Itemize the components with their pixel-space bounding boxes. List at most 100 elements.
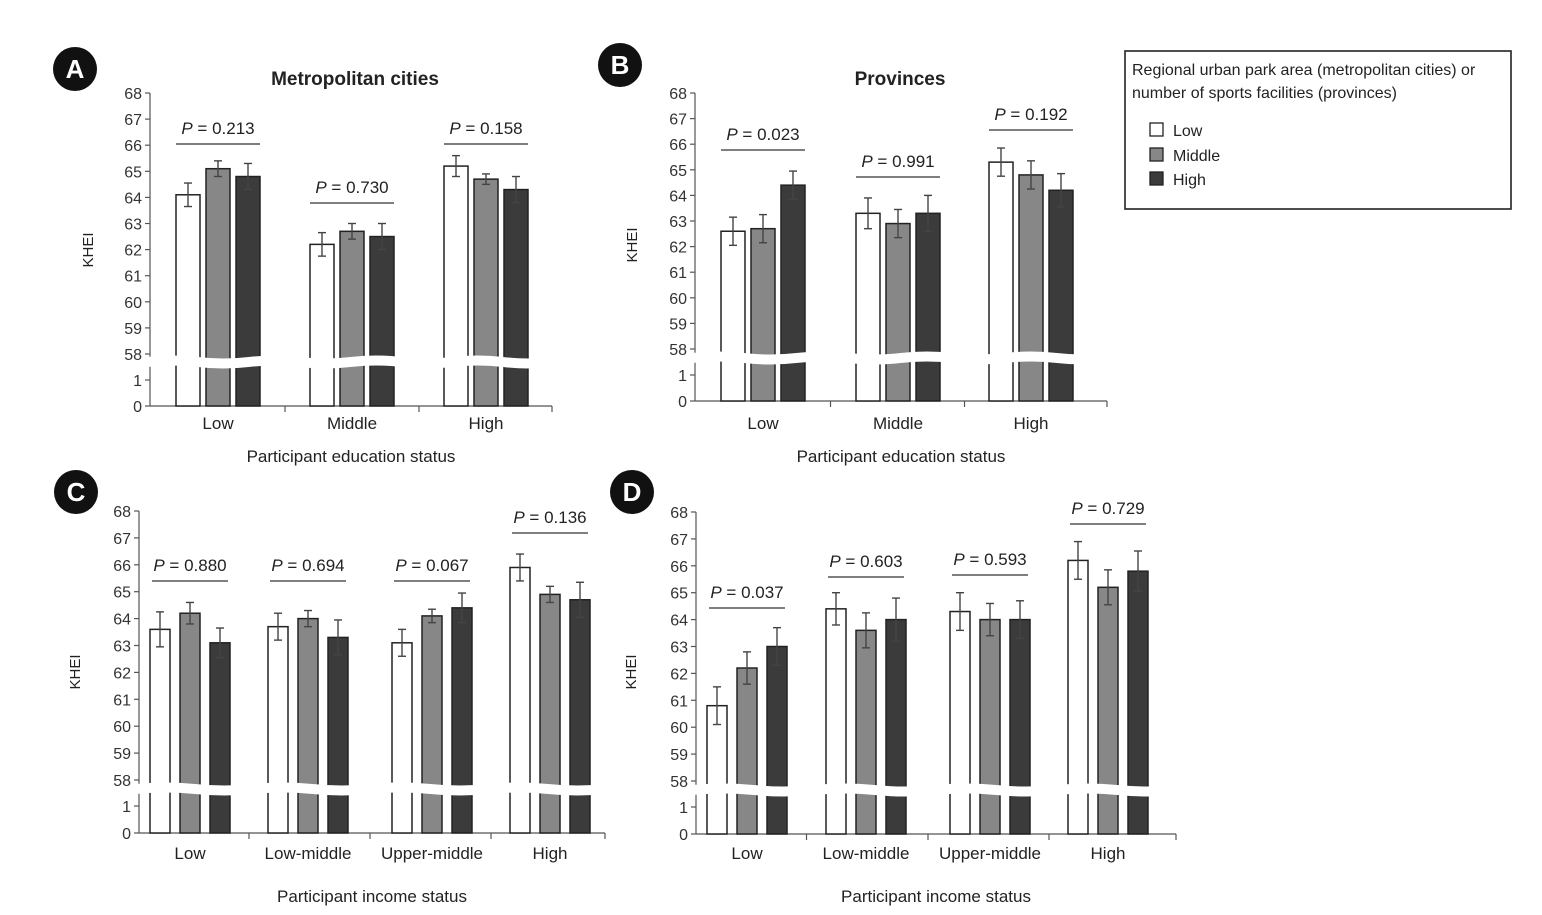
x-category-label: Low xyxy=(747,414,779,433)
bar-high xyxy=(569,599,591,834)
p-equals: = xyxy=(461,119,480,138)
x-category-label: Middle xyxy=(327,414,377,433)
p-value: 0.158 xyxy=(480,119,523,138)
x-category-label: Low xyxy=(731,844,763,863)
bar-low xyxy=(443,165,469,407)
bar-middle xyxy=(750,227,776,402)
y-tick-label: 58 xyxy=(113,773,131,790)
y-tick-label: 61 xyxy=(670,693,688,710)
bar-middle xyxy=(179,612,201,834)
p-symbol: P xyxy=(153,556,165,575)
p-value-label: P = 0.037 xyxy=(710,583,783,602)
legend-swatch-high xyxy=(1149,171,1164,186)
p-value: 0.694 xyxy=(302,556,345,575)
p-symbol: P xyxy=(271,556,283,575)
y-tick-label: 64 xyxy=(113,612,131,629)
p-equals: = xyxy=(165,556,184,575)
bar-low xyxy=(988,161,1014,402)
bar-middle xyxy=(473,178,499,407)
y-tick-label: 66 xyxy=(113,558,131,575)
bar-high xyxy=(780,184,806,402)
bar-high xyxy=(915,212,941,402)
y-tick-label: 63 xyxy=(670,640,688,657)
bar-middle xyxy=(1018,174,1044,402)
bar-high xyxy=(369,235,395,407)
p-equals: = xyxy=(738,125,757,144)
y-tick-label: 60 xyxy=(113,719,131,736)
y-tick-label: 64 xyxy=(124,190,142,207)
y-tick-label: 1 xyxy=(678,368,687,385)
y-tick-label: 58 xyxy=(669,342,687,359)
legend: Regional urban park area (metropolitan c… xyxy=(1124,50,1512,210)
y-tick-label: 60 xyxy=(670,720,688,737)
y-tick-label: 66 xyxy=(124,138,142,155)
bar-high xyxy=(885,618,907,835)
y-tick-label: 66 xyxy=(669,137,687,154)
y-tick-label: 59 xyxy=(670,747,688,764)
legend-swatch-middle xyxy=(1149,147,1164,162)
p-symbol: P xyxy=(994,105,1006,124)
y-tick-label: 68 xyxy=(113,504,131,521)
y-tick-label: 68 xyxy=(670,505,688,522)
bar-high xyxy=(1048,189,1074,402)
bar-middle xyxy=(297,617,319,834)
y-tick-label: 65 xyxy=(113,585,131,602)
y-tick-label: 62 xyxy=(113,665,131,682)
p-equals: = xyxy=(193,119,212,138)
y-tick-label: 63 xyxy=(113,639,131,656)
y-tick-label: 59 xyxy=(124,321,142,338)
panel-c: C KHEI 58 59 60 61 62 63 64 65 66 67 68 1 0 Low P = 0.88… xyxy=(54,470,607,906)
y-tick-label: 66 xyxy=(670,559,688,576)
axis-break xyxy=(136,782,607,796)
x-category-label: Low xyxy=(202,414,234,433)
panel-letter-badge xyxy=(54,470,98,514)
p-value: 0.880 xyxy=(184,556,227,575)
p-value: 0.067 xyxy=(426,556,469,575)
y-tick-label: 67 xyxy=(670,532,688,549)
x-category-label: Upper-middle xyxy=(939,844,1041,863)
panel-b: B Provinces KHEI 58 59 60 61 62 63 64 65 66 67 68 1 0 Lo… xyxy=(598,43,1109,466)
legend-label-low: Low xyxy=(1173,123,1203,140)
y-tick-label: 1 xyxy=(133,373,142,390)
p-symbol: P xyxy=(953,550,965,569)
y-tick-label: 59 xyxy=(669,316,687,333)
legend-swatch-low xyxy=(1149,122,1164,137)
y-tick-label: 63 xyxy=(124,217,142,234)
y-tick-label: 62 xyxy=(669,240,687,257)
y-tick-label: 1 xyxy=(122,799,131,816)
p-value: 0.023 xyxy=(757,125,800,144)
y-tick-label: 59 xyxy=(113,746,131,763)
x-axis-title: Participant education status xyxy=(797,447,1006,466)
panel-letter: D xyxy=(623,477,642,507)
p-value-label: P = 0.158 xyxy=(449,119,522,138)
y-tick-label: 67 xyxy=(113,531,131,548)
x-category-label: Low-middle xyxy=(265,844,352,863)
bar-middle xyxy=(421,615,443,834)
p-symbol: P xyxy=(1071,499,1083,518)
y-tick-label: 62 xyxy=(670,666,688,683)
bar-middle xyxy=(885,222,911,402)
panel-d: D KHEI 58 59 60 61 62 63 64 65 66 67 68 1 0 Low P = 0.03… xyxy=(610,470,1178,906)
bar-low xyxy=(855,212,881,402)
p-equals: = xyxy=(525,508,544,527)
p-symbol: P xyxy=(181,119,193,138)
bar-low xyxy=(149,628,171,834)
y-axis-label: KHEI xyxy=(623,654,640,689)
p-value-label: P = 0.213 xyxy=(181,119,254,138)
p-equals: = xyxy=(1006,105,1025,124)
x-category-label: High xyxy=(533,844,568,863)
y-axis-label: KHEI xyxy=(624,227,641,262)
axis-break xyxy=(693,783,1178,797)
y-axis-label: KHEI xyxy=(80,232,97,267)
y-tick-label: 61 xyxy=(124,269,142,286)
p-equals: = xyxy=(283,556,302,575)
p-value-label: P = 0.991 xyxy=(861,152,934,171)
p-symbol: P xyxy=(829,552,841,571)
bar-middle xyxy=(205,167,231,407)
p-equals: = xyxy=(873,152,892,171)
y-tick-label: 0 xyxy=(678,394,687,411)
y-tick-label: 58 xyxy=(124,347,142,364)
legend-title-line1: Regional urban park area (metropolitan c… xyxy=(1132,62,1476,79)
p-value-label: P = 0.694 xyxy=(271,556,344,575)
p-equals: = xyxy=(1083,499,1102,518)
